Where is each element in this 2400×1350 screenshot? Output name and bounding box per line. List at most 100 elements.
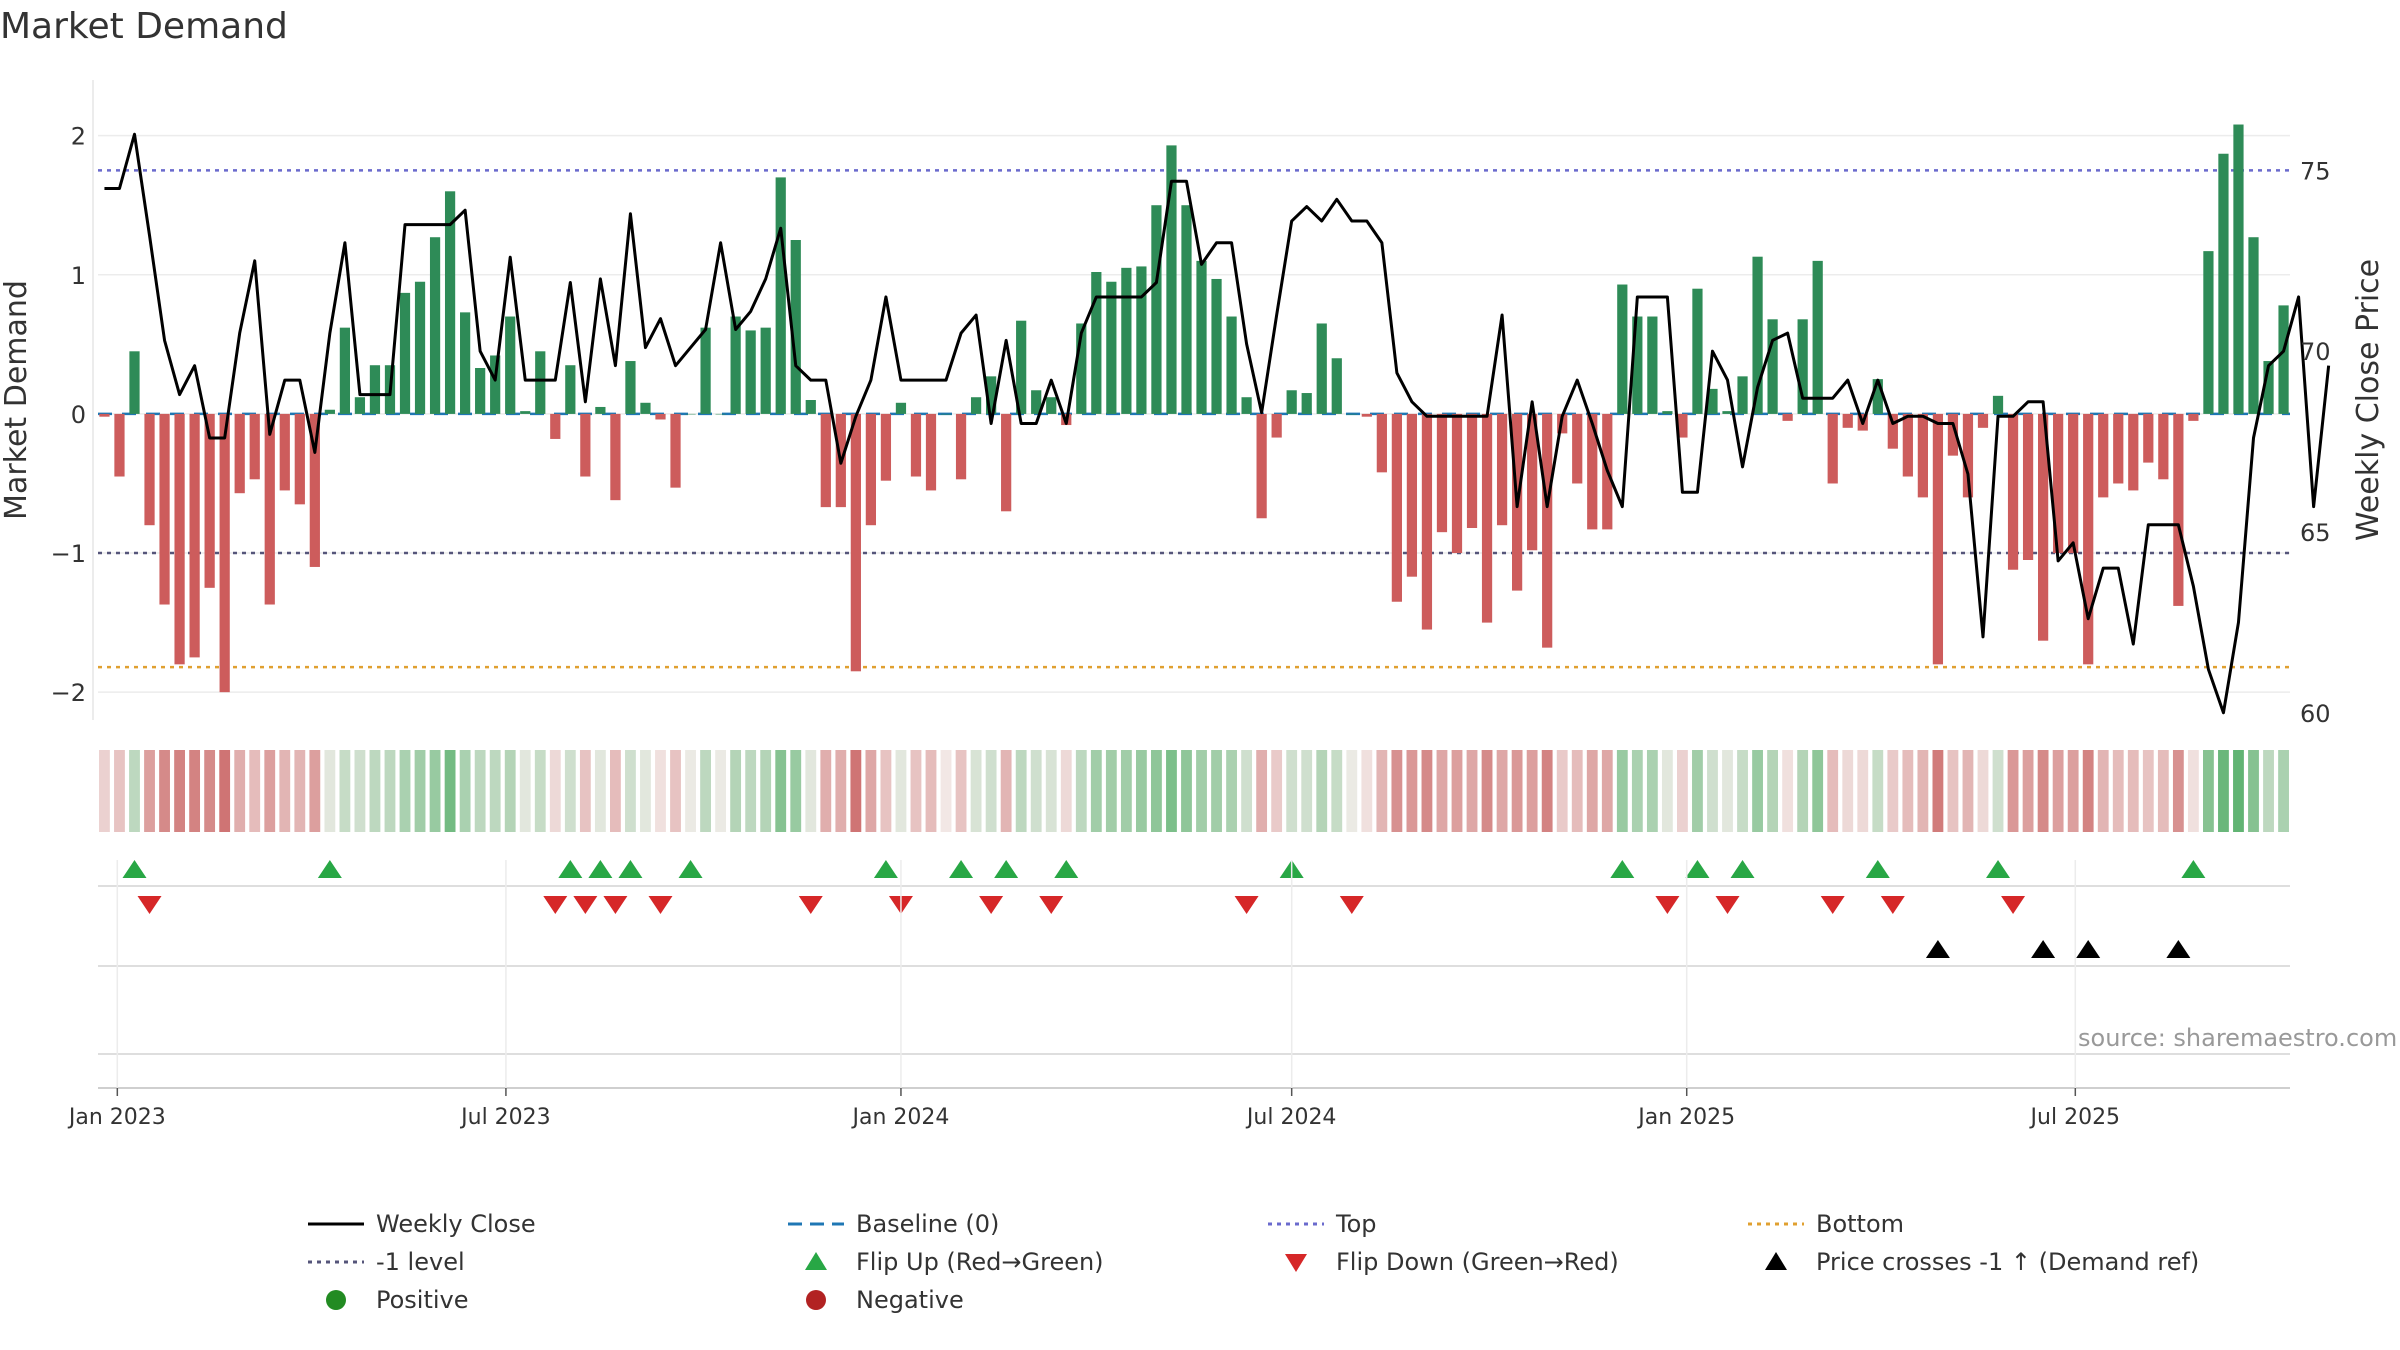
strip-cell	[1556, 750, 1568, 832]
demand-bar	[1632, 316, 1643, 414]
flip-down-marker	[1715, 896, 1740, 914]
demand-bar	[1196, 260, 1207, 414]
legend-dot-line-icon	[1268, 1222, 1324, 1226]
legend-item: Negative	[780, 1282, 964, 1318]
strip-cell	[2007, 750, 2019, 832]
strip-cell	[1526, 750, 1538, 832]
strip-cell	[189, 750, 201, 832]
demand-bar	[129, 351, 140, 414]
demand-bars	[99, 124, 2289, 693]
strip-cell	[835, 750, 847, 832]
strip-cell	[1962, 750, 1974, 832]
demand-bar	[1572, 413, 1583, 484]
strip-cell	[715, 750, 727, 832]
demand-bar	[1106, 281, 1117, 414]
negative-dot-icon	[806, 1290, 826, 1310]
demand-bar	[1331, 358, 1342, 414]
strip-cell	[2127, 750, 2139, 832]
demand-bar	[1496, 413, 1508, 526]
strip-cell	[1135, 750, 1147, 832]
demand-bar	[1917, 413, 1928, 498]
flip-down-marker	[2001, 896, 2026, 914]
demand-bar	[2263, 361, 2274, 414]
demand-bar	[1361, 413, 1372, 417]
demand-bar	[1181, 205, 1192, 414]
strip-cell	[1767, 750, 1778, 832]
demand-bar	[2218, 153, 2229, 414]
strip-cell	[1947, 750, 1959, 832]
flip-up-marker	[1685, 860, 1710, 878]
strip-cell	[1060, 750, 1072, 832]
x-axis: Jan 2023 Jul 2023 Jan 2024 Jul 2024 Jan 2025…	[67, 860, 2120, 1130]
flip-down-marker	[543, 896, 568, 914]
y-tick-label: −2	[51, 679, 86, 707]
demand-bar	[1767, 319, 1778, 414]
demand-bar	[1016, 320, 1027, 414]
strip-cell	[685, 750, 696, 832]
demand-bar	[1842, 413, 1853, 428]
demand-bar	[865, 413, 876, 526]
demand-bar	[1316, 323, 1327, 414]
strip-cell	[1151, 750, 1162, 832]
strip-cell	[1616, 750, 1628, 832]
strip-cell	[114, 750, 125, 832]
axes: 2 1 0 −1 −2 Market Demand 75 70 65 60 Weekly Close…	[0, 80, 2386, 728]
strip-cell	[2052, 750, 2064, 832]
flip-down-marker	[1339, 896, 1364, 914]
demand-bar	[2158, 413, 2169, 480]
legend-label: Weekly Close	[376, 1210, 536, 1238]
demand-bar	[1241, 397, 1252, 414]
strip-cell	[2187, 750, 2199, 832]
demand-bar	[2083, 413, 2094, 665]
positive-dot-icon	[326, 1290, 346, 1310]
x-tick-label: Jan 2025	[1636, 1105, 1735, 1130]
flip-up-marker	[618, 860, 643, 878]
strip-cell	[790, 750, 802, 832]
demand-bar	[204, 413, 215, 588]
demand-bar	[1647, 316, 1658, 414]
flip-up-marker	[2181, 860, 2206, 878]
strip-cell	[534, 750, 546, 832]
strip-cell	[1391, 750, 1403, 832]
demand-bar	[1376, 413, 1387, 473]
strip-cell	[2233, 750, 2244, 832]
strip-cell	[234, 750, 246, 832]
demand-bar	[234, 413, 245, 494]
demand-bar	[1256, 413, 1267, 519]
strip-cell	[925, 750, 937, 832]
demand-bar	[925, 413, 937, 491]
strip-cell	[1812, 750, 1824, 832]
demand-bar	[324, 409, 335, 414]
demand-bar	[1346, 413, 1357, 415]
demand-bar	[2113, 413, 2124, 484]
demand-bar	[1992, 395, 2004, 414]
strip-cell	[1346, 750, 1358, 832]
strip-cell	[1977, 750, 1989, 832]
demand-bar	[1617, 284, 1628, 414]
demand-bar	[880, 413, 892, 481]
strip-cell	[279, 750, 291, 832]
flip-down-marker	[1820, 896, 1845, 914]
demand-bar	[1121, 267, 1132, 414]
demand-bar	[550, 413, 561, 439]
demand-bar	[1662, 411, 1673, 414]
strip-cell	[399, 750, 411, 832]
demand-bar	[655, 413, 666, 420]
strip-cell	[324, 750, 336, 832]
strip-cell	[444, 750, 456, 832]
legend-item: Top	[1260, 1206, 1377, 1242]
strip-cell	[880, 750, 892, 832]
demand-bar	[2143, 413, 2154, 463]
demand-bar	[414, 281, 426, 414]
demand-bar	[955, 413, 967, 480]
strip-cell	[1511, 750, 1523, 832]
strip-cell	[2263, 750, 2274, 832]
strip-cell	[1301, 750, 1313, 832]
demand-bar	[910, 413, 922, 477]
demand-bar	[1046, 397, 1057, 414]
demand-bar	[1151, 205, 1162, 414]
strip-cell	[2097, 750, 2109, 832]
demand-bar	[1001, 413, 1012, 512]
demand-bar	[1827, 413, 1838, 484]
strip-cell	[1857, 750, 1869, 832]
